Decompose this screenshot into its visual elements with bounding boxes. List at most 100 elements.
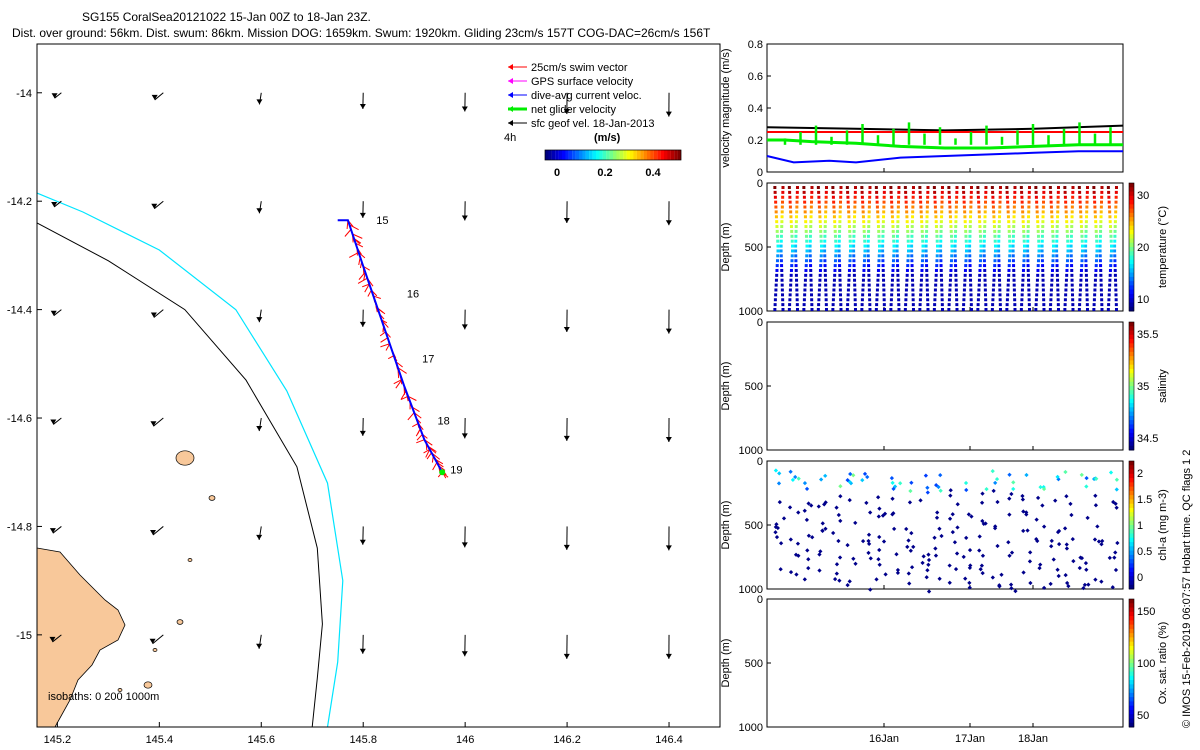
temperature-point bbox=[954, 268, 958, 272]
temperature-point bbox=[897, 303, 901, 307]
temperature-point bbox=[1071, 308, 1075, 311]
swim-vector bbox=[380, 337, 388, 343]
temperature-point bbox=[824, 200, 828, 204]
y-tick-label: 500 bbox=[745, 381, 763, 393]
geo-aux bbox=[261, 308, 262, 309]
temperature-point bbox=[853, 190, 857, 194]
chla-point bbox=[984, 487, 989, 492]
chla-point bbox=[817, 552, 822, 557]
temperature-point bbox=[779, 259, 783, 263]
temperature-point bbox=[1055, 239, 1059, 243]
temperature-point bbox=[955, 298, 959, 302]
geo-velocity-arrow bbox=[52, 634, 62, 643]
temperature-point bbox=[992, 220, 996, 224]
colorbar-cell bbox=[1129, 465, 1134, 471]
temperature-point bbox=[1034, 303, 1038, 307]
temperature-point bbox=[863, 254, 867, 258]
temperature-point bbox=[866, 244, 870, 248]
temperature-point bbox=[1107, 205, 1111, 209]
temperature-point bbox=[1021, 215, 1025, 219]
temperature-point bbox=[948, 293, 952, 297]
temperature-point bbox=[889, 195, 893, 199]
temperature-point bbox=[955, 293, 959, 297]
temperature-point bbox=[905, 210, 909, 214]
temperature-point bbox=[832, 205, 836, 209]
temperature-point bbox=[1100, 303, 1104, 307]
temperature-point bbox=[809, 225, 813, 229]
temperature-point bbox=[1013, 308, 1017, 311]
temperature-point bbox=[1113, 264, 1117, 268]
temperature-point bbox=[853, 293, 857, 297]
temperature-point bbox=[808, 259, 812, 263]
temperature-point bbox=[1049, 200, 1053, 204]
chla-point bbox=[834, 562, 840, 567]
temperature-point bbox=[1079, 278, 1083, 282]
temperature-point bbox=[1093, 215, 1097, 219]
colorbar-cell bbox=[1129, 306, 1134, 312]
swim-vector bbox=[379, 331, 386, 337]
colorbar-cell bbox=[1129, 667, 1134, 673]
temperature-point bbox=[1099, 273, 1103, 277]
colorbar-cell bbox=[1129, 204, 1134, 210]
temperature-point bbox=[853, 288, 857, 292]
temperature-point bbox=[848, 234, 852, 238]
temperature-point bbox=[903, 308, 907, 311]
temperature-point bbox=[997, 220, 1001, 224]
temperature-point bbox=[1071, 200, 1075, 204]
chla-point bbox=[1009, 491, 1014, 497]
geo-velocity-arrowhead bbox=[359, 212, 366, 218]
chla-point bbox=[774, 522, 779, 527]
temperature-point bbox=[819, 254, 823, 258]
temperature-point bbox=[925, 283, 929, 287]
temperature-point bbox=[933, 200, 937, 204]
temperature-point bbox=[998, 205, 1002, 209]
geo-velocity-arrow bbox=[52, 526, 62, 534]
temperature-point bbox=[1012, 264, 1016, 268]
temperature-point bbox=[838, 264, 842, 268]
temperature-point bbox=[868, 190, 872, 194]
temperature-point bbox=[824, 283, 828, 287]
temperature-point bbox=[1050, 268, 1054, 272]
temperature-point bbox=[787, 308, 791, 311]
temperature-point bbox=[839, 303, 843, 307]
temperature-point bbox=[789, 278, 793, 282]
temperature-point bbox=[1108, 278, 1112, 282]
temperature-point bbox=[882, 195, 886, 199]
temperature-point bbox=[924, 239, 928, 243]
temperature-point bbox=[839, 195, 843, 199]
legend-swatch-head bbox=[508, 78, 513, 84]
colorbar-cell bbox=[1129, 684, 1134, 690]
colorbar-cell bbox=[545, 150, 549, 160]
temperature-point bbox=[794, 244, 798, 248]
temperature-point bbox=[1056, 190, 1060, 194]
temperature-point bbox=[861, 283, 865, 287]
temperature-point bbox=[926, 298, 930, 302]
temperature-point bbox=[1064, 200, 1068, 204]
temperature-point bbox=[998, 288, 1002, 292]
colorbar-cell bbox=[1129, 495, 1134, 500]
chla-point bbox=[999, 572, 1004, 577]
temperature-point bbox=[794, 268, 798, 272]
temperature-point bbox=[881, 234, 885, 238]
temperature-point bbox=[950, 254, 954, 258]
geo-velocity-arrowhead bbox=[49, 636, 56, 642]
colorbar-cell bbox=[1129, 229, 1134, 235]
temperature-point bbox=[1064, 278, 1068, 282]
temperature-point bbox=[1077, 308, 1081, 311]
temperature-point bbox=[867, 278, 871, 282]
colorbar-cell bbox=[1129, 289, 1134, 295]
temperature-point bbox=[781, 186, 785, 189]
temperature-point bbox=[1034, 308, 1038, 311]
temperature-point bbox=[780, 278, 784, 282]
temperature-point bbox=[1008, 244, 1012, 248]
temperature-point bbox=[991, 205, 995, 209]
map-y-tick-label: -14.8 bbox=[7, 521, 32, 533]
temperature-point bbox=[1099, 268, 1103, 272]
temperature-point bbox=[1056, 215, 1060, 219]
temperature-point bbox=[1056, 278, 1060, 282]
temperature-point bbox=[788, 303, 792, 307]
temperature-point bbox=[1005, 186, 1009, 189]
day-label: 18 bbox=[437, 416, 449, 428]
chla-point bbox=[955, 502, 960, 507]
